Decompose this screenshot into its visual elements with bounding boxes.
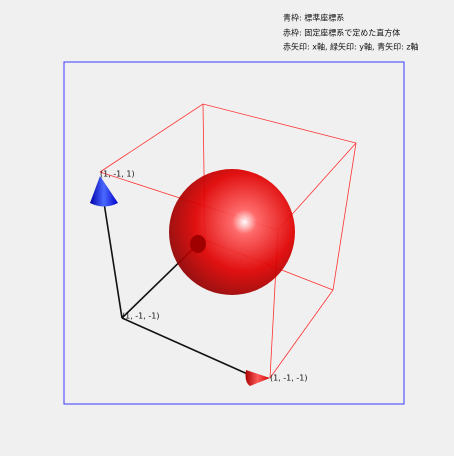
y-arrow-head xyxy=(190,235,206,253)
legend-line: 青枠: 標準座標系 xyxy=(283,13,344,23)
standard-frame xyxy=(63,61,405,405)
point-label: (1, -1, -1) xyxy=(270,374,307,383)
sphere xyxy=(169,169,295,295)
x-arrow-head xyxy=(245,370,270,386)
point-label: (1, -1, 1) xyxy=(100,170,135,179)
legend-line: 赤矢印: x軸, 緑矢印: y軸, 青矢印: z軸 xyxy=(283,42,419,52)
point-label: (1, -1, -1) xyxy=(122,312,159,321)
legend-line: 赤枠: 固定座標系で定めた直方体 xyxy=(283,28,400,38)
z-arrow-head xyxy=(90,176,118,207)
